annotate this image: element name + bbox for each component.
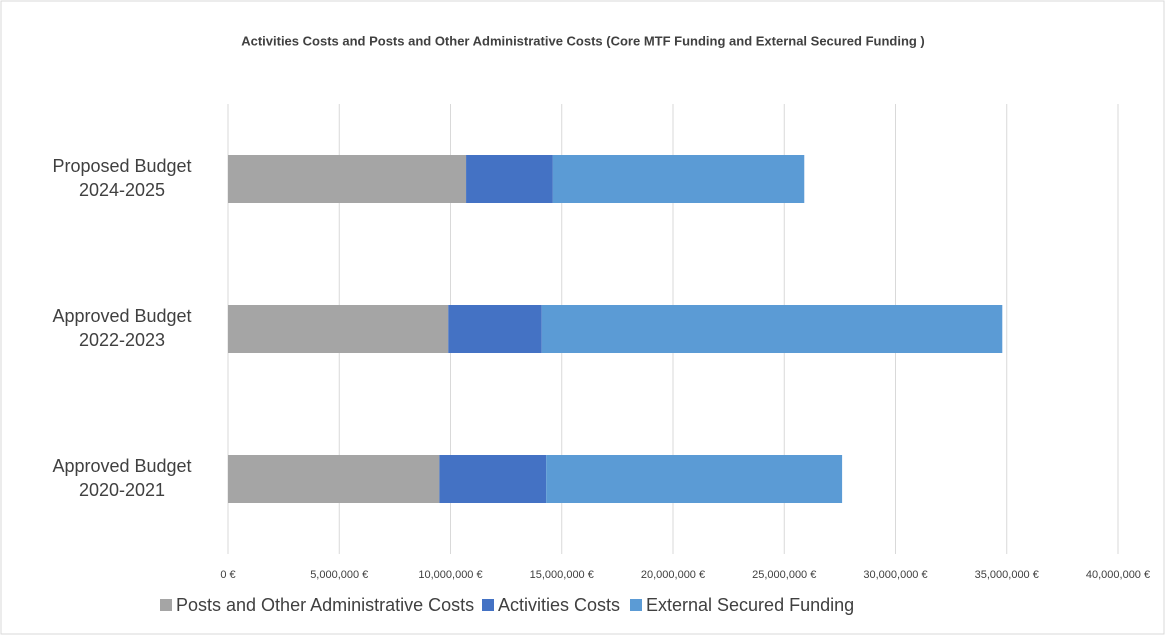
bar-segment xyxy=(552,155,805,203)
bar-segment xyxy=(228,455,440,503)
x-tick-label: 35,000,000 € xyxy=(975,569,1039,581)
bar-segment xyxy=(466,155,553,203)
bar-segment xyxy=(541,305,1003,353)
bar-segment xyxy=(439,455,547,503)
y-tick-label: 2024-2025 xyxy=(79,180,165,200)
legend-swatch xyxy=(482,599,494,611)
legend-label: Activities Costs xyxy=(498,595,620,615)
bar-segment xyxy=(228,305,449,353)
x-tick-label: 20,000,000 € xyxy=(641,569,705,581)
chart-title: Activities Costs and Posts and Other Adm… xyxy=(241,33,925,48)
y-tick-label: Approved Budget xyxy=(52,456,191,476)
bar-segment xyxy=(546,455,843,503)
legend-swatch xyxy=(160,599,172,611)
x-tick-label: 5,000,000 € xyxy=(310,569,368,581)
legend-label: Posts and Other Administrative Costs xyxy=(176,595,474,615)
x-tick-label: 15,000,000 € xyxy=(530,569,594,581)
y-tick-label: 2020-2021 xyxy=(79,480,165,500)
legend-swatch xyxy=(630,599,642,611)
x-tick-label: 10,000,000 € xyxy=(418,569,482,581)
x-tick-label: 40,000,000 € xyxy=(1086,569,1150,581)
y-tick-label: Proposed Budget xyxy=(52,156,191,176)
bar-segment xyxy=(228,155,467,203)
y-tick-label: Approved Budget xyxy=(52,306,191,326)
x-tick-label: 30,000,000 € xyxy=(863,569,927,581)
x-tick-label: 0 € xyxy=(220,569,235,581)
bar-segment xyxy=(448,305,542,353)
x-tick-label: 25,000,000 € xyxy=(752,569,816,581)
legend-label: External Secured Funding xyxy=(646,595,854,615)
y-tick-label: 2022-2023 xyxy=(79,330,165,350)
